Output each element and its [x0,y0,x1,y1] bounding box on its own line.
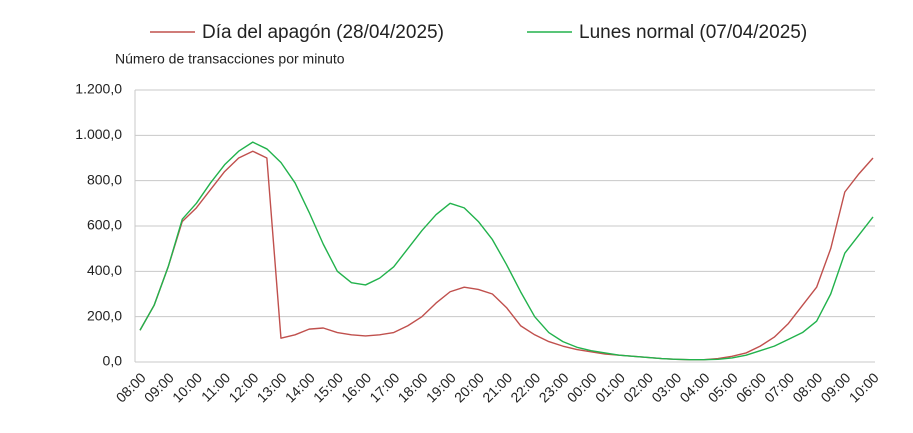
x-tick-label: 00:00 [564,369,600,405]
x-tick-label: 11:00 [198,369,234,405]
x-tick-label: 10:00 [169,369,205,405]
x-tick-label: 17:00 [366,369,402,405]
x-tick-label: 02:00 [620,369,656,405]
y-tick-label: 1.200,0 [75,81,122,97]
x-tick-label: 16:00 [338,369,374,405]
x-tick-label: 13:00 [254,369,290,405]
x-tick-label: 23:00 [536,369,572,405]
series-line [139,141,874,361]
x-tick-label: 22:00 [507,369,543,405]
x-tick-label: 05:00 [705,369,741,405]
legend-label: Lunes normal (07/04/2025) [579,22,807,43]
y-tick-label: 0,0 [103,353,123,369]
x-tick-label: 01:00 [592,369,628,405]
legend-label: Día del apagón (28/04/2025) [202,22,444,43]
x-tick-label: 21:00 [479,369,515,405]
y-tick-label: 800,0 [87,171,122,187]
x-tick-label: 03:00 [648,369,684,405]
x-tick-label: 15:00 [310,369,346,405]
x-tick-label: 10:00 [846,369,882,405]
y-tick-label: 400,0 [87,262,122,278]
x-tick-label: 07:00 [761,369,797,405]
x-tick-label: 09:00 [817,369,853,405]
x-tick-label: 14:00 [282,369,318,405]
x-tick-label: 08:00 [113,369,149,405]
series-line [139,150,874,361]
x-tick-label: 19:00 [423,369,459,405]
y-tick-label: 600,0 [87,217,122,233]
x-tick-label: 18:00 [395,369,431,405]
y-axis-label: Número de transacciones por minuto [115,51,345,67]
x-tick-label: 06:00 [733,369,769,405]
x-tick-label: 08:00 [789,369,825,405]
x-tick-label: 09:00 [141,369,177,405]
x-tick-label: 20:00 [451,369,487,405]
y-tick-label: 200,0 [87,307,122,323]
x-tick-label: 12:00 [225,369,261,405]
y-tick-label: 1.000,0 [75,126,122,142]
x-tick-label: 04:00 [676,369,712,405]
